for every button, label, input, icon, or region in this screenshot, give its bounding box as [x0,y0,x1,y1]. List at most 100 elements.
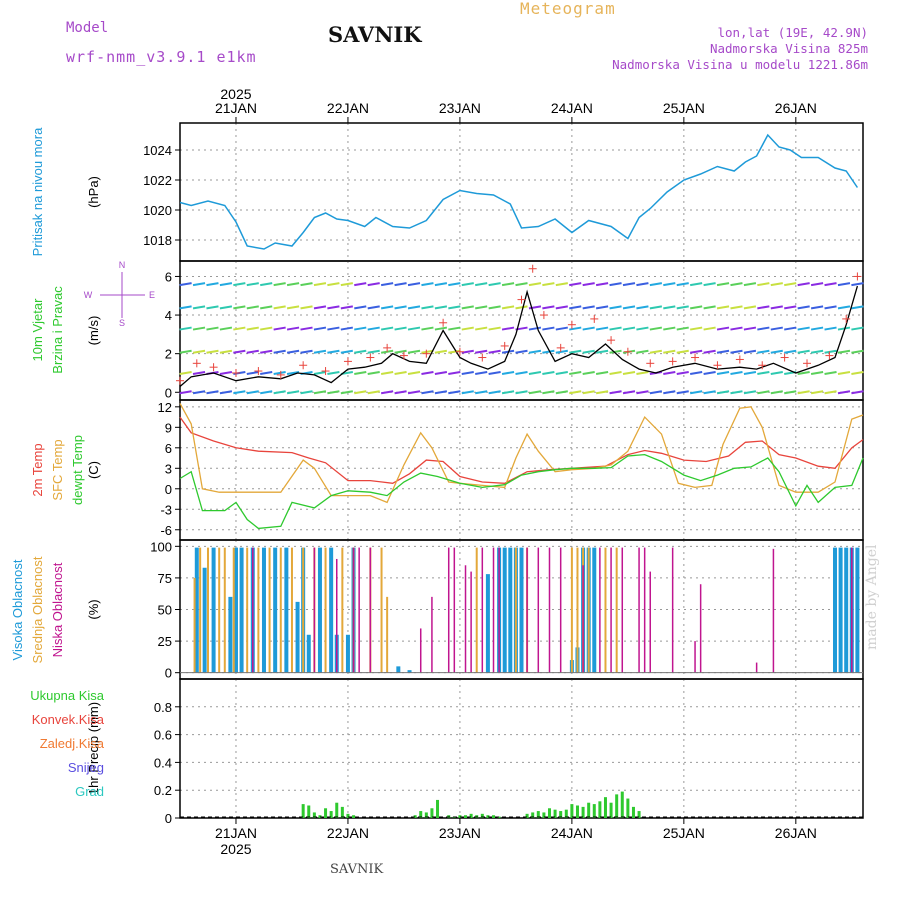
wind-arrow [623,372,635,374]
wind-arrow [690,391,702,393]
wind-arrow [529,328,541,330]
wind-arrow [274,328,286,330]
wind-arrow [489,283,501,285]
temp-side-label: SFC Temp [50,439,65,500]
wind-arrow [677,328,689,330]
wind-arrow [636,328,648,330]
wind-arrow [663,391,675,393]
precip-bar [341,807,344,818]
precip-bar [307,805,310,818]
compass-n: N [119,260,126,270]
wind-arrow [354,391,366,393]
wind-arrow [757,351,769,353]
y-tick-label: -3 [160,502,172,517]
wind-arrow [569,328,581,330]
wind-arrow [314,328,326,330]
precip-bar [598,801,601,818]
wind-arrow [690,328,702,330]
wind-arrow [421,372,433,374]
wind-arrow [395,372,407,374]
wind-arrow [744,328,756,330]
day-label-bottom: 23JAN [439,825,481,841]
precip-bar [615,794,618,818]
wind-arrow [206,306,218,308]
wind-arrow [287,391,299,393]
wind-arrow [381,283,393,285]
wind-arrow [798,328,810,330]
wind-arrow [784,391,796,393]
wind-arrow [757,306,769,308]
wind-arrow [583,351,595,353]
wind-arrow [314,306,326,308]
wind-arrow [341,391,353,393]
wind-arrow [193,283,205,285]
wind-arrow [704,328,716,330]
wind-arrow [260,372,272,374]
wind-arrow [220,283,232,285]
wind-arrow [408,391,420,393]
wind-arrow [233,391,245,393]
wind-arrow [180,351,192,353]
wind-arrow [610,391,622,393]
wind-arrow [260,351,272,353]
y-tick-label: 0.6 [154,728,172,743]
wind-arrow [301,391,313,393]
wind-arrow [274,306,286,308]
wind-arrow [798,391,810,393]
wind-arrow [435,306,447,308]
wind-arrow [395,283,407,285]
wind-arrow [314,351,326,353]
y-unit-label: (C) [86,461,101,479]
wind-arrow [851,283,863,285]
wind-arrow [341,306,353,308]
wind-arrow [301,328,313,330]
wind-arrow [851,306,863,308]
wind-arrow [408,306,420,308]
wind-arrow [502,283,514,285]
precip-bar [352,815,355,818]
wind-arrow [274,283,286,285]
wind-arrow [220,328,232,330]
wind-arrow [301,306,313,308]
wind-arrow [636,306,648,308]
wind-arrow [811,283,823,285]
wind-arrow [690,283,702,285]
wind-arrow [327,351,339,353]
precip-bar [610,803,613,818]
wind-arrow [395,391,407,393]
wind-arrow [381,372,393,374]
wind-arrow [704,306,716,308]
wind-arrow [489,372,501,374]
wind-arrow [811,372,823,374]
wind-arrow [502,372,514,374]
compass-w: W [84,290,93,300]
wind-arrow [354,328,366,330]
wind-arrow [623,391,635,393]
wind-arrow [529,283,541,285]
wind-arrow [542,372,554,374]
wind-arrow [771,372,783,374]
wind-arrow [489,391,501,393]
precip-bar [492,815,495,818]
wind-arrow [717,351,729,353]
y-tick-label: 0 [165,811,172,826]
wind-arrow [475,283,487,285]
precip-bar [621,792,624,818]
precip-legend-item: Konvek.Kisa [32,712,105,727]
precip-bar [587,803,590,818]
wind-arrow [462,372,474,374]
wind-arrow [395,306,407,308]
precip-legend-item: Ukupna Kisa [30,688,104,703]
precip-bar [576,805,579,818]
wind-arrow [704,372,716,374]
wind-arrow [825,391,837,393]
wind-arrow [623,328,635,330]
wind-arrow [274,391,286,393]
wind-arrow [260,283,272,285]
wind-arrow [636,351,648,353]
day-label-top: 26JAN [775,100,817,116]
wind-arrow [771,283,783,285]
wind-arrow [838,306,850,308]
meteogram-chart: 1018102010221024(hPa)0246(m/s)129630-3-6… [0,0,900,900]
wind-arrow [744,391,756,393]
